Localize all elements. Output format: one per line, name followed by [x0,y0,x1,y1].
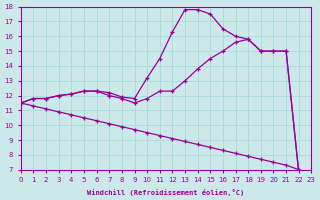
X-axis label: Windchill (Refroidissement éolien,°C): Windchill (Refroidissement éolien,°C) [87,189,245,196]
